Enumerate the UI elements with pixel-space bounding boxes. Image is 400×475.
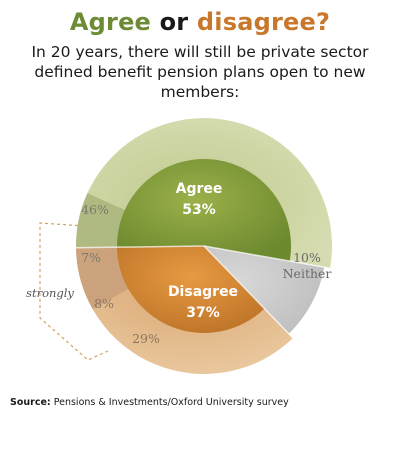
label-disagree: Disagree [168, 284, 238, 300]
slice-divider-0 [203, 245, 331, 269]
source-label: Source: [10, 397, 51, 408]
strongly-bracket [39, 222, 109, 361]
label-disagree-value: 37% [186, 305, 220, 321]
slice-divider-1 [76, 245, 205, 249]
title-or-word: or [159, 8, 189, 36]
chart-subtitle: In 20 years, there will still be private… [31, 43, 369, 101]
label-neither: Neither [283, 266, 332, 281]
title-disagree-word: disagree? [196, 8, 331, 36]
label-agree: Agree [176, 181, 223, 197]
label-neither-value: 10% [293, 250, 321, 265]
source-note: Source: Pensions & Investments/Oxford Un… [10, 397, 289, 408]
label-strongly: strongly [26, 286, 74, 300]
slice-agree-inner [117, 159, 292, 262]
slice-divider-2 [203, 245, 294, 339]
slice-disagree-inner [117, 246, 265, 334]
label-agree-strongly: 7% [81, 250, 101, 265]
label-agree-value: 53% [182, 202, 216, 218]
chart-title: Agree or disagree? [0, 8, 400, 36]
label-disagree-somewhat: 29% [132, 331, 160, 346]
slice-neither [204, 246, 325, 334]
title-agree-word: Agree [69, 8, 152, 36]
label-disagree-strongly: 8% [94, 296, 114, 311]
label-agree-somewhat: 46% [81, 202, 109, 217]
source-text: Pensions & Investments/Oxford University… [50, 397, 289, 408]
